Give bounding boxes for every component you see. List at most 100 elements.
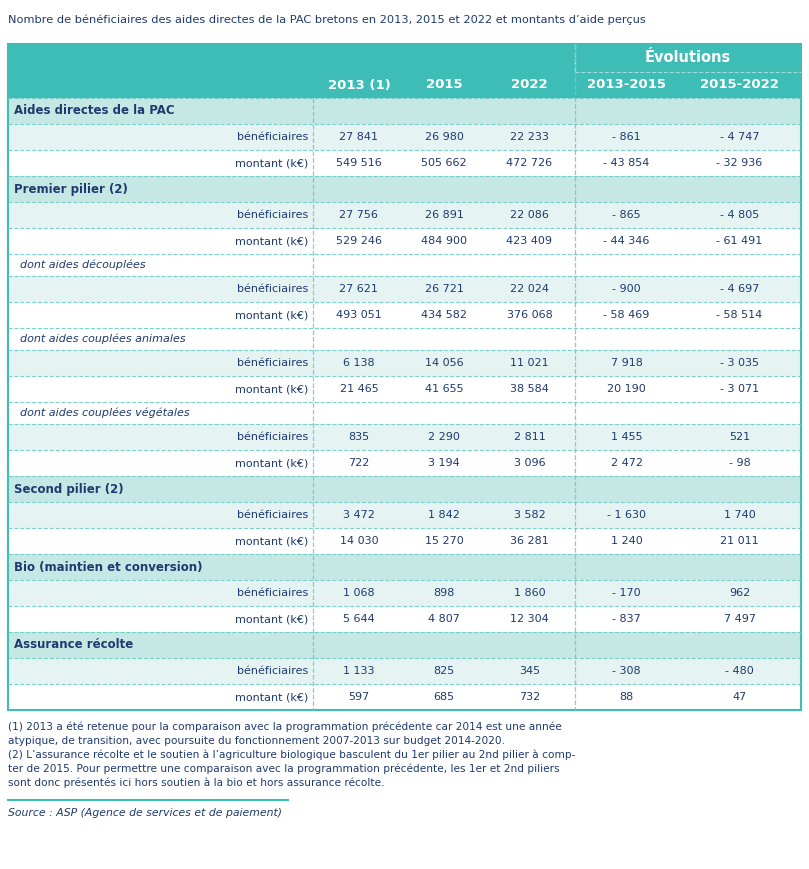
Text: - 3 035: - 3 035 — [720, 358, 759, 368]
Text: - 43 854: - 43 854 — [604, 158, 650, 168]
Text: bénéficiaires: bénéficiaires — [237, 132, 308, 142]
Text: 1 842: 1 842 — [428, 510, 460, 520]
Text: bénéficiaires: bénéficiaires — [237, 210, 308, 220]
Text: 898: 898 — [434, 588, 455, 598]
Text: 2 811: 2 811 — [514, 432, 545, 442]
Bar — [8, 424, 801, 450]
Text: Bio (maintien et conversion): Bio (maintien et conversion) — [14, 561, 202, 574]
Text: 47: 47 — [732, 692, 747, 702]
Text: 38 584: 38 584 — [510, 384, 549, 394]
Text: 22 024: 22 024 — [510, 284, 549, 294]
Text: - 865: - 865 — [612, 210, 641, 220]
Text: 12 304: 12 304 — [510, 614, 549, 624]
Text: 2022: 2022 — [511, 78, 548, 91]
Text: Source : ASP (Agence de services et de paiement): Source : ASP (Agence de services et de p… — [8, 808, 282, 818]
Bar — [8, 476, 801, 502]
Text: 835: 835 — [349, 432, 370, 442]
Text: bénéficiaires: bénéficiaires — [237, 510, 308, 520]
Text: 15 270: 15 270 — [425, 536, 464, 546]
Bar — [8, 658, 801, 684]
Text: 472 726: 472 726 — [506, 158, 553, 168]
Text: - 32 936: - 32 936 — [717, 158, 763, 168]
Text: 26 891: 26 891 — [425, 210, 464, 220]
Text: montant (k€): montant (k€) — [235, 310, 308, 320]
Text: 7 918: 7 918 — [611, 358, 642, 368]
Text: - 4 805: - 4 805 — [720, 210, 759, 220]
Text: dont aides couplées végétales: dont aides couplées végétales — [20, 408, 189, 418]
Text: - 861: - 861 — [612, 132, 641, 142]
Bar — [8, 450, 801, 476]
Text: 2013 (1): 2013 (1) — [328, 78, 390, 91]
Bar — [8, 276, 801, 302]
Text: 3 582: 3 582 — [514, 510, 545, 520]
Bar — [8, 684, 801, 710]
Text: montant (k€): montant (k€) — [235, 536, 308, 546]
Text: 1 455: 1 455 — [611, 432, 642, 442]
Text: 88: 88 — [620, 692, 633, 702]
Text: 22 086: 22 086 — [510, 210, 549, 220]
Text: 722: 722 — [348, 458, 370, 468]
Text: - 98: - 98 — [729, 458, 751, 468]
Text: 6 138: 6 138 — [343, 358, 375, 368]
Text: 345: 345 — [519, 666, 540, 676]
Bar — [8, 402, 801, 424]
Text: bénéficiaires: bénéficiaires — [237, 432, 308, 442]
Text: 5 644: 5 644 — [343, 614, 375, 624]
Text: 825: 825 — [434, 666, 455, 676]
Text: bénéficiaires: bénéficiaires — [237, 588, 308, 598]
Text: Premier pilier (2): Premier pilier (2) — [14, 182, 128, 196]
Text: 2 472: 2 472 — [611, 458, 642, 468]
Text: bénéficiaires: bénéficiaires — [237, 284, 308, 294]
Text: - 480: - 480 — [725, 666, 754, 676]
Text: dont aides couplées animales: dont aides couplées animales — [20, 334, 185, 344]
Text: 27 841: 27 841 — [340, 132, 379, 142]
Bar — [8, 150, 801, 176]
Text: 962: 962 — [729, 588, 750, 598]
Text: 41 655: 41 655 — [425, 384, 464, 394]
Text: Aides directes de la PAC: Aides directes de la PAC — [14, 104, 175, 117]
Text: 493 051: 493 051 — [336, 310, 382, 320]
Text: 20 190: 20 190 — [608, 384, 646, 394]
Text: 484 900: 484 900 — [421, 236, 467, 246]
Bar — [8, 632, 801, 658]
Text: 3 096: 3 096 — [514, 458, 545, 468]
Bar — [8, 328, 801, 350]
Bar — [8, 44, 801, 710]
Text: Nombre de bénéficiaires des aides directes de la PAC bretons en 2013, 2015 et 20: Nombre de bénéficiaires des aides direct… — [8, 15, 646, 25]
Text: - 4 747: - 4 747 — [720, 132, 760, 142]
Bar — [8, 98, 801, 124]
Text: montant (k€): montant (k€) — [235, 614, 308, 624]
Text: - 900: - 900 — [612, 284, 641, 294]
Text: 2013-2015: 2013-2015 — [587, 78, 666, 91]
Text: 1 740: 1 740 — [724, 510, 756, 520]
Text: - 44 346: - 44 346 — [604, 236, 650, 246]
Text: (1) 2013 a été retenue pour la comparaison avec la programmation précédente car : (1) 2013 a été retenue pour la comparais… — [8, 722, 561, 746]
Text: 505 662: 505 662 — [421, 158, 467, 168]
Text: 549 516: 549 516 — [336, 158, 382, 168]
Text: 597: 597 — [349, 692, 370, 702]
Text: 11 021: 11 021 — [510, 358, 549, 368]
Bar — [8, 376, 801, 402]
Text: montant (k€): montant (k€) — [235, 692, 308, 702]
Text: 2 290: 2 290 — [428, 432, 460, 442]
Text: 36 281: 36 281 — [510, 536, 549, 546]
Text: - 170: - 170 — [612, 588, 641, 598]
Bar — [8, 228, 801, 254]
Text: - 61 491: - 61 491 — [717, 236, 763, 246]
Text: 1 860: 1 860 — [514, 588, 545, 598]
Bar — [8, 176, 801, 202]
Text: montant (k€): montant (k€) — [235, 236, 308, 246]
Text: 685: 685 — [434, 692, 455, 702]
Text: - 4 697: - 4 697 — [720, 284, 759, 294]
Bar — [8, 124, 801, 150]
Text: 21 011: 21 011 — [720, 536, 759, 546]
Text: Second pilier (2): Second pilier (2) — [14, 482, 124, 495]
Text: 423 409: 423 409 — [506, 236, 553, 246]
Text: bénéficiaires: bénéficiaires — [237, 666, 308, 676]
Text: 434 582: 434 582 — [421, 310, 467, 320]
Bar — [8, 254, 801, 276]
Text: 529 246: 529 246 — [336, 236, 382, 246]
Text: 1 133: 1 133 — [343, 666, 375, 676]
Text: (2) L’assurance récolte et le soutien à l’agriculture biologique basculent du 1e: (2) L’assurance récolte et le soutien à … — [8, 750, 575, 788]
Text: Assurance récolte: Assurance récolte — [14, 639, 133, 652]
